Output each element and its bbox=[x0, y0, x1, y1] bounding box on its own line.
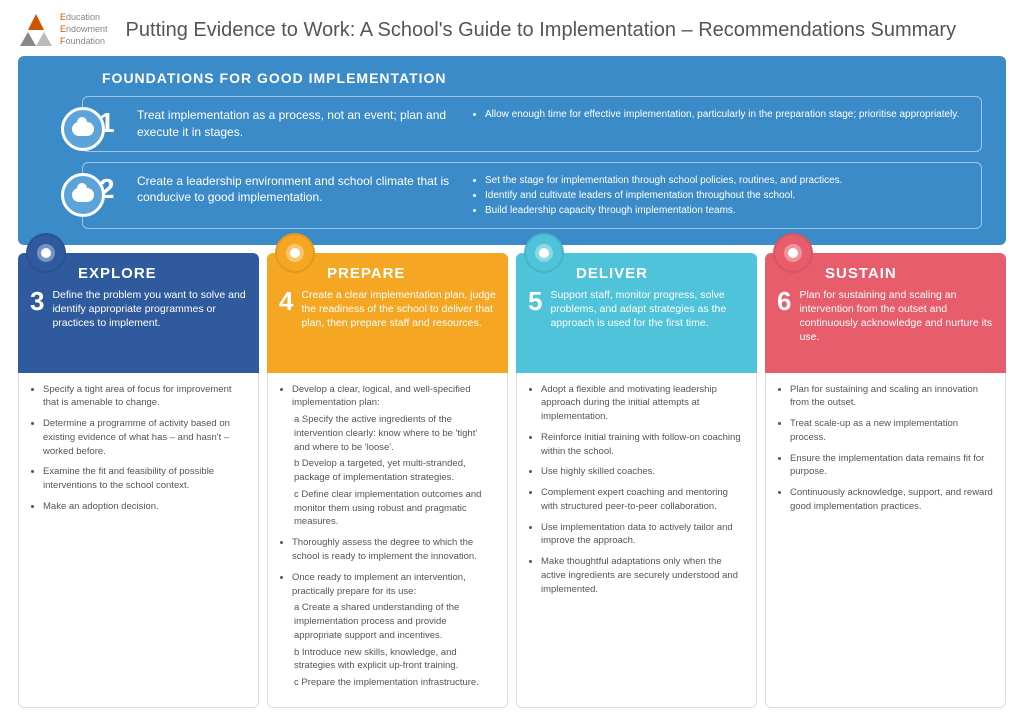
stage-number: 6 bbox=[777, 288, 791, 314]
stage-title: PREPARE bbox=[327, 263, 496, 282]
stage-number: 4 bbox=[279, 288, 293, 314]
bullet: Determine a programme of activity based … bbox=[43, 417, 246, 458]
logo-mark bbox=[18, 12, 54, 48]
foundations-heading: FOUNDATIONS FOR GOOD IMPLEMENTATION bbox=[102, 70, 982, 86]
stage-body: Plan for sustaining and scaling an innov… bbox=[765, 373, 1006, 708]
stage-explore: EXPLORE 3 Define the problem you want to s… bbox=[18, 253, 259, 708]
bullet: Continuously acknowledge, support, and r… bbox=[790, 486, 993, 514]
bullet: Specify a tight area of focus for improv… bbox=[43, 383, 246, 411]
stage-deliver: DELIVER 5 Support staff, monitor progress,… bbox=[516, 253, 757, 708]
stage-header: DELIVER 5 Support staff, monitor progress,… bbox=[516, 253, 757, 373]
stage-body: Specify a tight area of focus for improv… bbox=[18, 373, 259, 708]
bullet: Examine the fit and feasibility of possi… bbox=[43, 465, 246, 493]
stage-title: SUSTAIN bbox=[825, 263, 994, 282]
stage-header: PREPARE 4 Create a clear implementation pl… bbox=[267, 253, 508, 373]
bullet: Once ready to implement an intervention,… bbox=[292, 571, 495, 690]
foundations-panel: FOUNDATIONS FOR GOOD IMPLEMENTATION 1Tre… bbox=[18, 56, 1006, 245]
stage-header: SUSTAIN 6 Plan for sustaining and scaling … bbox=[765, 253, 1006, 373]
bullet: Plan for sustaining and scaling an innov… bbox=[790, 383, 993, 411]
stage-title: EXPLORE bbox=[78, 263, 247, 282]
bullet: Thoroughly assess the degree to which th… bbox=[292, 536, 495, 564]
stage-number: 5 bbox=[528, 288, 542, 314]
foundation-bullets: Set the stage for implementation through… bbox=[471, 173, 965, 218]
logo-text: Education Endowment Foundation bbox=[60, 12, 108, 47]
bullet: Reinforce initial training with follow-o… bbox=[541, 431, 744, 459]
bullet: Treat scale-up as a new implementation p… bbox=[790, 417, 993, 445]
stage-header: EXPLORE 3 Define the problem you want to s… bbox=[18, 253, 259, 373]
foundation-desc: Create a leadership environment and scho… bbox=[137, 173, 457, 207]
cloud-icon bbox=[61, 107, 105, 151]
stage-icon bbox=[773, 233, 813, 273]
foundation-bullets: Allow enough time for effective implemen… bbox=[471, 107, 965, 122]
stage-desc: Create a clear implementation plan, judg… bbox=[301, 288, 496, 331]
bullet: Make thoughtful adaptations only when th… bbox=[541, 555, 744, 596]
stages-row: EXPLORE 3 Define the problem you want to s… bbox=[18, 253, 1006, 708]
bullet: Develop a clear, logical, and well-speci… bbox=[292, 383, 495, 530]
bullet: Adopt a flexible and motivating leadersh… bbox=[541, 383, 744, 424]
bullet: Use highly skilled coaches. bbox=[541, 465, 744, 479]
stage-desc: Define the problem you want to solve and… bbox=[52, 288, 247, 331]
foundation-row: 1Treat implementation as a process, not … bbox=[82, 96, 982, 152]
stage-number: 3 bbox=[30, 288, 44, 314]
stage-body: Develop a clear, logical, and well-speci… bbox=[267, 373, 508, 708]
stage-desc: Plan for sustaining and scaling an inter… bbox=[799, 288, 994, 345]
bullet: Ensure the implementation data remains f… bbox=[790, 452, 993, 480]
stage-prepare: PREPARE 4 Create a clear implementation pl… bbox=[267, 253, 508, 708]
logo: Education Endowment Foundation bbox=[18, 12, 108, 48]
stage-title: DELIVER bbox=[576, 263, 745, 282]
stage-sustain: SUSTAIN 6 Plan for sustaining and scaling … bbox=[765, 253, 1006, 708]
stage-body: Adopt a flexible and motivating leadersh… bbox=[516, 373, 757, 708]
bullet: Make an adoption decision. bbox=[43, 500, 246, 514]
cloud-icon bbox=[61, 173, 105, 217]
stage-icon bbox=[26, 233, 66, 273]
foundation-row: 2Create a leadership environment and sch… bbox=[82, 162, 982, 229]
header: Education Endowment Foundation Putting E… bbox=[18, 12, 1006, 48]
stage-icon bbox=[275, 233, 315, 273]
stage-desc: Support staff, monitor progress, solve p… bbox=[550, 288, 745, 331]
page: Education Endowment Foundation Putting E… bbox=[0, 0, 1024, 720]
stage-icon bbox=[524, 233, 564, 273]
page-title: Putting Evidence to Work: A School's Gui… bbox=[126, 19, 957, 42]
bullet: Complement expert coaching and mentoring… bbox=[541, 486, 744, 514]
bullet: Use implementation data to actively tail… bbox=[541, 521, 744, 549]
foundation-desc: Treat implementation as a process, not a… bbox=[137, 107, 457, 141]
